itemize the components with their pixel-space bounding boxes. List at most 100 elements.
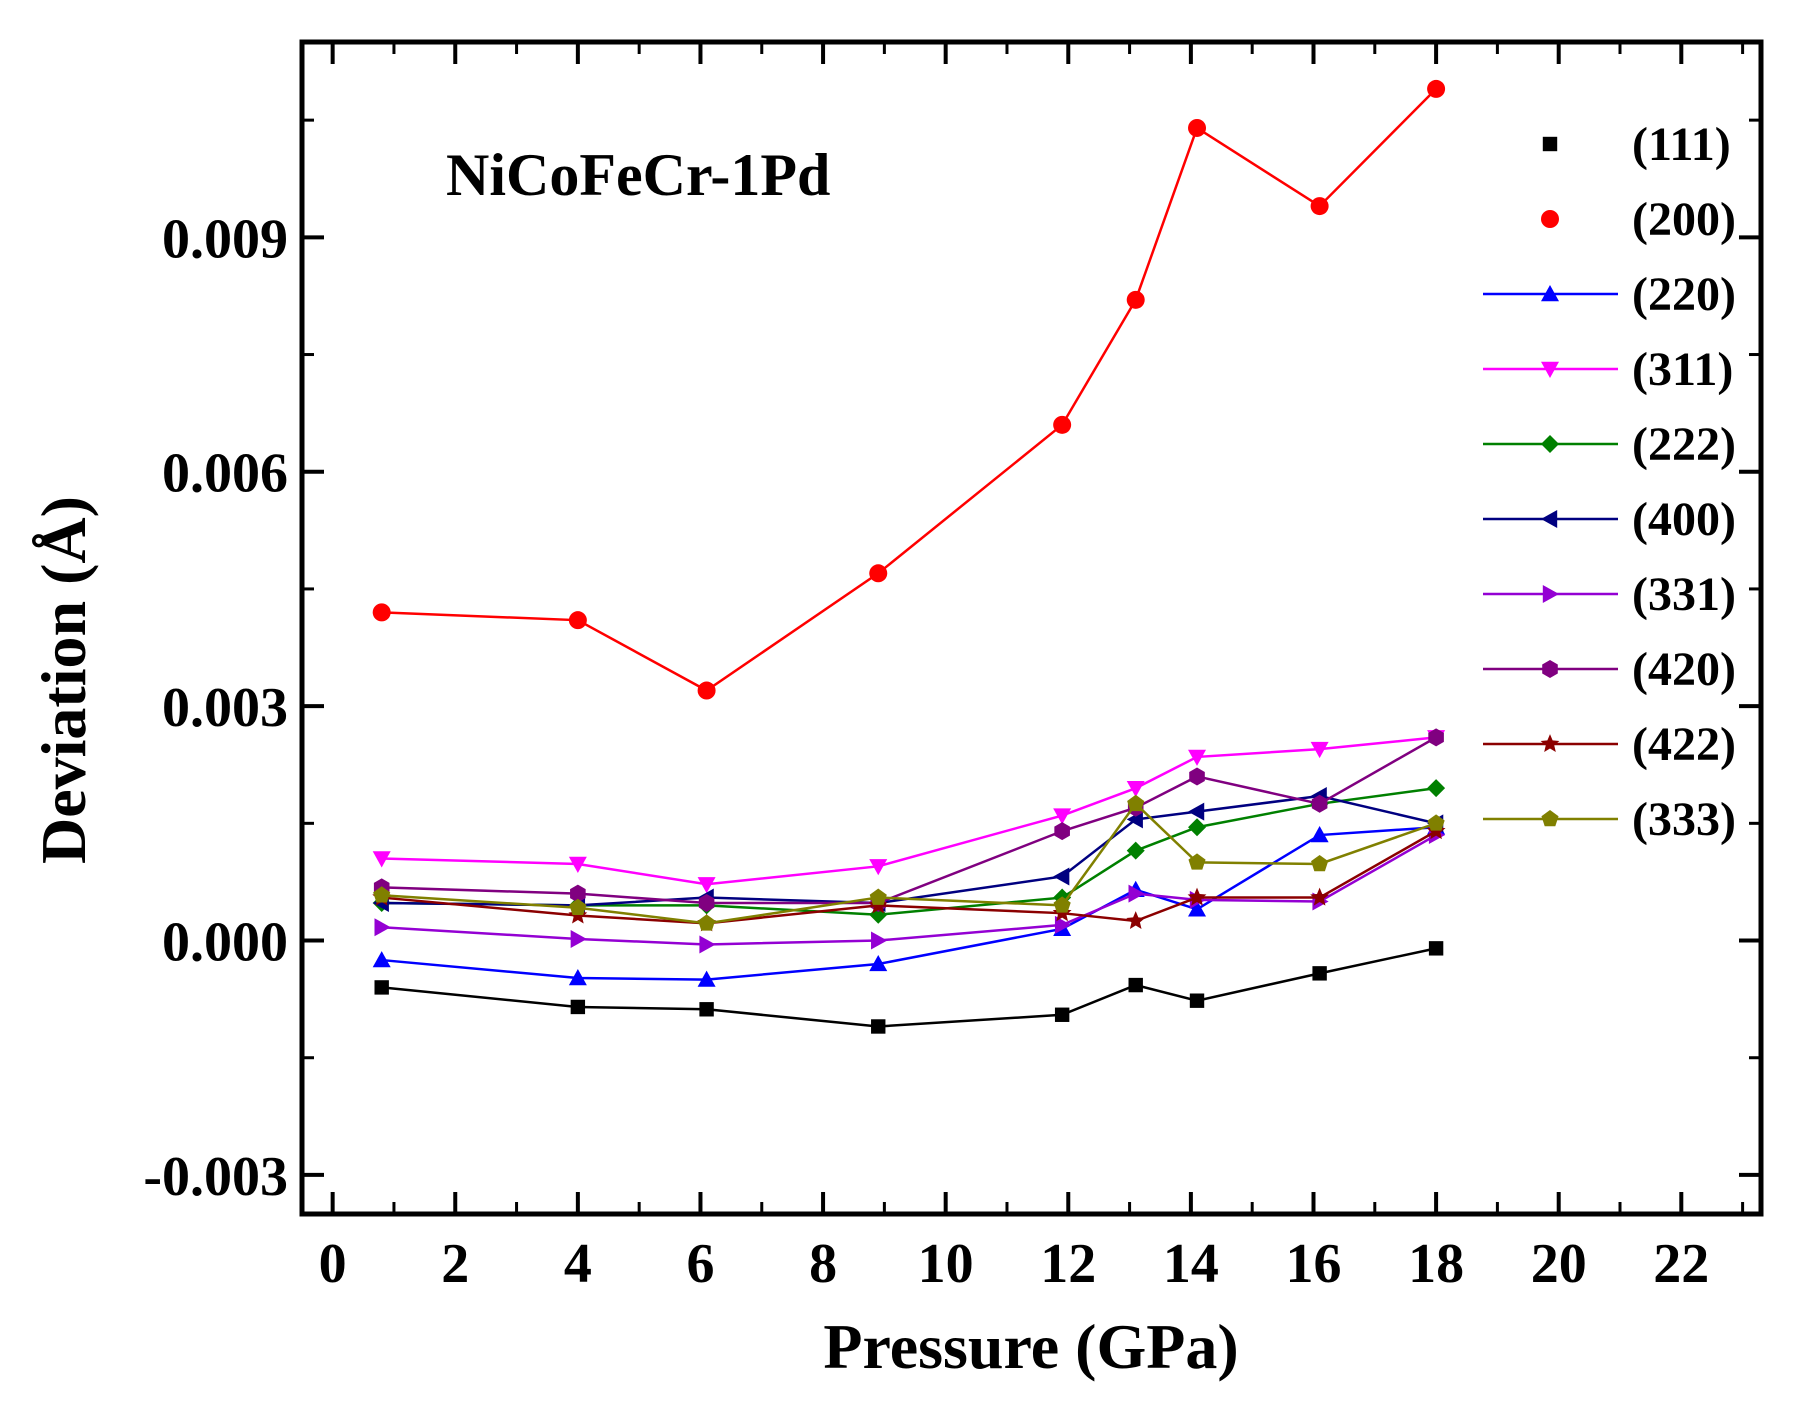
data-point [373, 886, 391, 903]
x-axis-title: Pressure (GPa) [823, 1311, 1238, 1382]
data-point [1053, 867, 1070, 886]
x-tick-label: 18 [1408, 1233, 1464, 1295]
data-point [569, 898, 587, 915]
data-point [1054, 822, 1070, 841]
data-point [1054, 1007, 1070, 1022]
data-point [1310, 741, 1329, 759]
data-point [869, 859, 888, 876]
series-333 [373, 794, 1445, 931]
data-point [697, 877, 716, 894]
series-layer [372, 79, 1446, 1034]
legend-item: (400) [1483, 493, 1736, 546]
data-point [1053, 896, 1071, 913]
data-point [1428, 728, 1444, 747]
data-point [1188, 853, 1206, 870]
series-331 [374, 826, 1446, 954]
legend-label: (200) [1632, 193, 1736, 246]
legend-item: (311) [1483, 343, 1733, 396]
legend-marker [1541, 435, 1559, 453]
legend-item: (111) [1542, 118, 1731, 171]
legend-marker [1542, 136, 1558, 152]
data-point [699, 935, 716, 954]
legend-item: (331) [1483, 568, 1736, 621]
x-tick-label: 4 [564, 1233, 592, 1295]
data-point [372, 851, 391, 868]
y-tick-label: 0.006 [162, 443, 288, 505]
data-point [1127, 794, 1145, 812]
x-tick-label: 20 [1531, 1233, 1587, 1295]
legend-label: (222) [1632, 418, 1736, 471]
x-tick-label: 14 [1163, 1233, 1219, 1295]
data-point [372, 951, 391, 968]
data-point [1312, 966, 1327, 981]
data-point [570, 999, 586, 1015]
legend-item: (420) [1483, 643, 1736, 696]
data-point [698, 894, 715, 913]
legend-item: (333) [1483, 793, 1736, 846]
legend-label: (400) [1632, 493, 1736, 546]
data-point [1188, 900, 1207, 917]
data-point [1053, 415, 1072, 434]
data-point [697, 681, 716, 700]
x-tick-label: 22 [1653, 1233, 1709, 1295]
data-point [1188, 118, 1207, 137]
data-point [1126, 290, 1145, 309]
data-point [697, 970, 716, 987]
data-point [1188, 749, 1207, 766]
chart-title: NiCoFeCr-1Pd [446, 142, 830, 208]
data-point [568, 969, 587, 986]
legend-item: (222) [1483, 418, 1736, 471]
series-311 [372, 730, 1446, 894]
data-point [374, 980, 389, 995]
y-tick-label: 0.009 [162, 208, 288, 270]
data-point [869, 888, 887, 905]
legend-label: (311) [1632, 343, 1733, 396]
data-point [372, 603, 391, 622]
legend-label: (422) [1632, 718, 1736, 771]
legend-item: (220) [1483, 268, 1736, 321]
legend-label: (333) [1632, 793, 1736, 846]
data-point [1310, 887, 1330, 906]
legend: (111) (200) (220) (311) (222) (400) (331) (420)… [1483, 118, 1736, 846]
x-tick-label: 2 [441, 1233, 469, 1295]
legend-marker [1541, 810, 1559, 827]
x-tick-label: 10 [918, 1233, 974, 1295]
legend-label: (420) [1632, 643, 1736, 696]
data-point [1188, 818, 1207, 837]
data-point [699, 1002, 714, 1017]
data-point [1189, 767, 1205, 786]
data-point [1126, 780, 1145, 798]
legend-marker [1541, 361, 1559, 378]
data-point [871, 931, 888, 950]
data-point [1428, 941, 1444, 956]
data-point [1189, 993, 1205, 1008]
x-tick-label: 12 [1040, 1233, 1096, 1295]
data-point [1310, 197, 1329, 216]
data-point [1126, 810, 1143, 829]
data-point [1053, 808, 1072, 825]
data-point [1310, 826, 1329, 843]
plot-frame [299, 39, 1764, 1217]
data-point [1054, 915, 1072, 934]
data-point [869, 564, 888, 583]
legend-marker [1541, 510, 1558, 528]
legend-item: (200) [1541, 193, 1736, 246]
y-axis-ticks: -0.003 0.000 0.003 0.006 0.009 [143, 118, 1761, 1208]
data-point [1427, 779, 1446, 798]
data-point [1126, 841, 1145, 860]
legend-marker [1542, 660, 1558, 678]
legend-label: (220) [1632, 268, 1736, 321]
data-point [869, 954, 888, 972]
data-point [1188, 802, 1205, 821]
data-point [1128, 977, 1143, 993]
data-point [1311, 854, 1329, 872]
x-tick-label: 8 [809, 1233, 837, 1295]
data-point [570, 884, 586, 903]
legend-label: (111) [1632, 118, 1731, 171]
data-point [570, 929, 587, 948]
x-tick-label: 0 [319, 1233, 347, 1295]
data-point [1427, 814, 1445, 831]
legend-marker [1542, 585, 1559, 603]
data-point [1126, 911, 1146, 930]
